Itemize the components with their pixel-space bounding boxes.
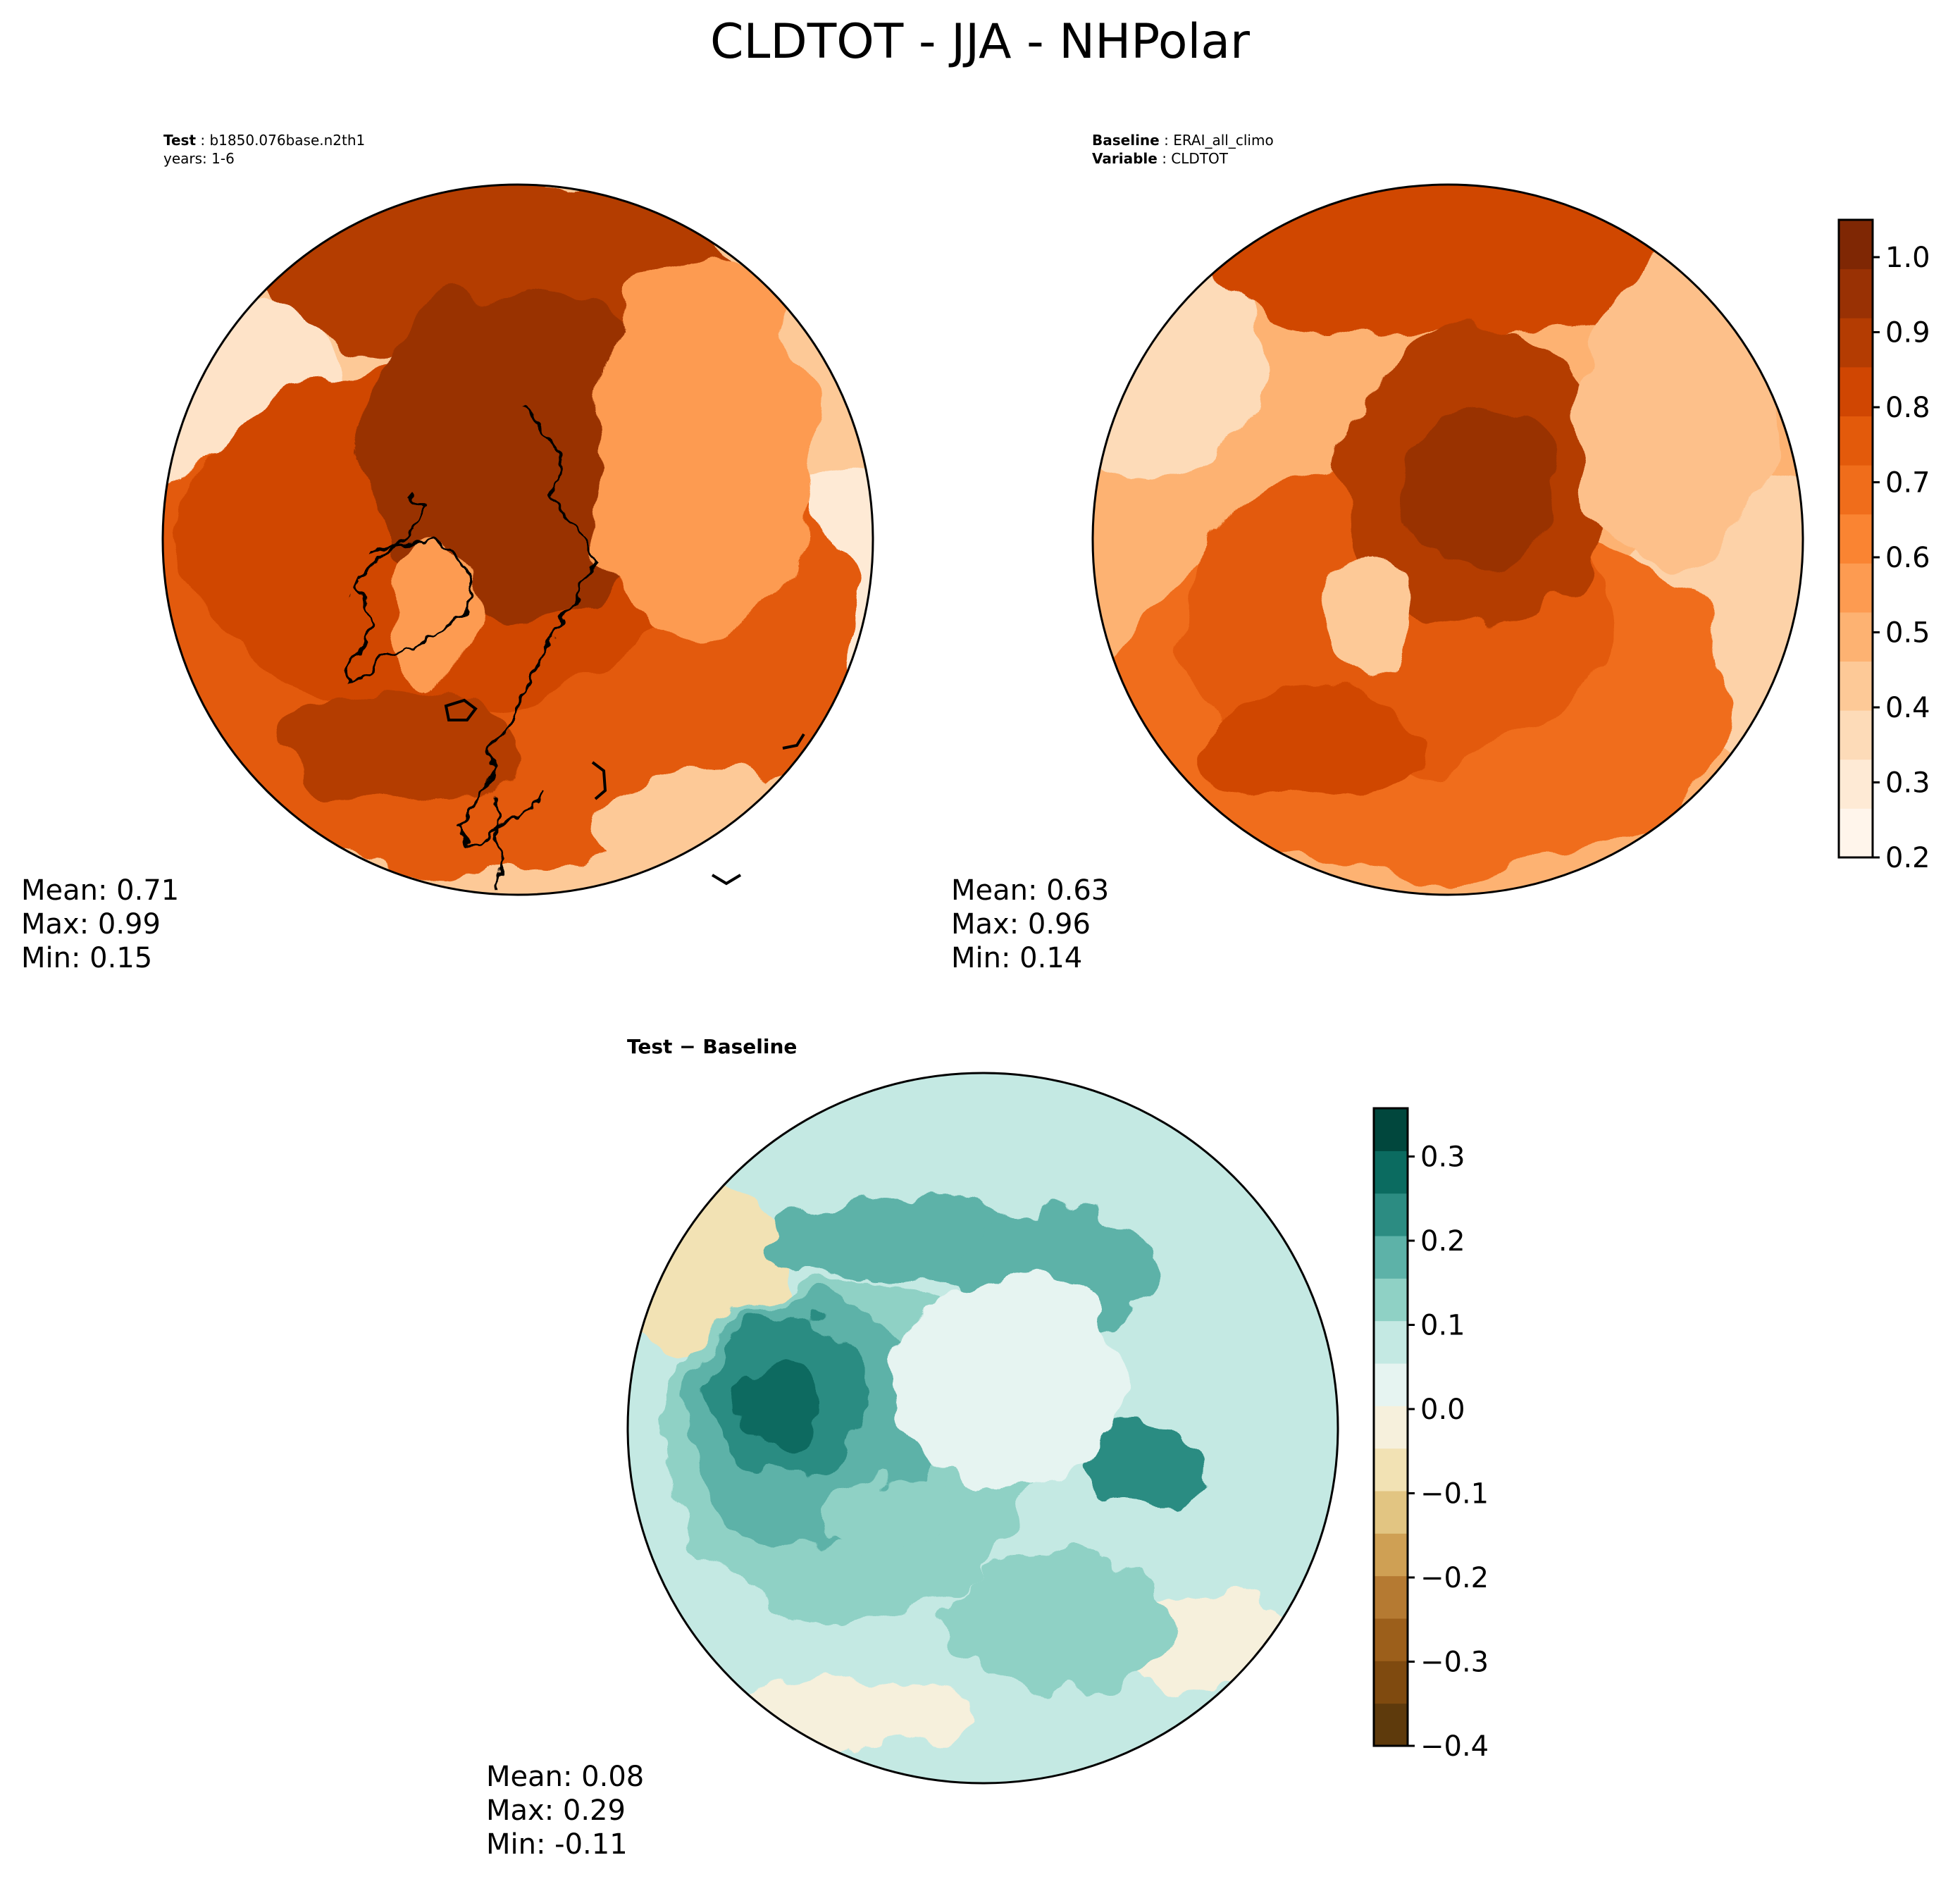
- diff-mean: Mean: 0.08: [486, 1761, 645, 1793]
- cloud-colorbar-tick-label: 0.6: [1885, 542, 1930, 574]
- cloud-colorbar-tick-label: 0.5: [1885, 617, 1930, 650]
- diff-colorbar-tick-label: −0.2: [1420, 1562, 1489, 1594]
- diff-colorbar-tick-label: −0.3: [1420, 1647, 1489, 1679]
- diff-colorbar-swatch: [1374, 1406, 1408, 1449]
- cloud-colorbar-tick-label: 0.8: [1885, 392, 1930, 424]
- cloud-colorbar-swatch: [1839, 759, 1873, 809]
- cloud-colorbar-swatch: [1839, 514, 1873, 564]
- cloud-colorbar-swatch: [1839, 465, 1873, 515]
- diff-colorbar-swatch: [1374, 1491, 1408, 1534]
- diff-colorbar-swatch: [1374, 1320, 1408, 1364]
- cloud-colorbar-tick-label: 0.9: [1885, 317, 1930, 349]
- variable-header-value: CLDTOT: [1171, 150, 1228, 167]
- cloud-colorbar-swatch: [1839, 220, 1873, 270]
- cloud-colorbar-swatch: [1839, 612, 1873, 662]
- cloud-colorbar-tick-label: 0.4: [1885, 692, 1930, 724]
- cloud-colorbar-swatch: [1839, 710, 1873, 760]
- test-header-value: b1850.076base.n2th1: [209, 132, 366, 149]
- diff-colorbar-swatch: [1374, 1363, 1408, 1406]
- cloud-colorbar-tick-label: 0.7: [1885, 467, 1930, 500]
- cloud-colorbar-swatch: [1839, 318, 1873, 368]
- baseline-map-border: [1091, 183, 1804, 896]
- baseline-map: [1093, 185, 1803, 895]
- cloud-colorbar: 0.2 0.3 0.4 0.5 0.6 0.7 0.8 0.9 1.0: [1837, 218, 1930, 874]
- diff-colorbar-swatch: [1374, 1575, 1408, 1619]
- cloud-colorbar-tick-label: 0.3: [1885, 767, 1930, 800]
- cloud-colorbar-tick-label: 1.0: [1885, 242, 1930, 274]
- diff-colorbar-tick-label: 0.1: [1420, 1310, 1465, 1342]
- baseline-max: Max: 0.96: [951, 908, 1091, 941]
- test-min: Min: 0.15: [21, 942, 153, 974]
- baseline-stats: Mean: 0.63 Max: 0.96 Min: 0.14: [951, 874, 1109, 975]
- cloud-colorbar-frame: [1837, 218, 1874, 859]
- test-header: Test : b1850.076base.n2th1 years: 1-6: [163, 132, 366, 167]
- test-header-years: years: 1-6: [163, 150, 235, 167]
- baseline-header: Baseline : ERAI_all_climo Variable : CLD…: [1092, 132, 1274, 167]
- diff-colorbar-tick-label: 0.2: [1420, 1225, 1465, 1258]
- cloud-colorbar-swatch: [1839, 808, 1873, 858]
- cloud-colorbar-tick-label: 0.2: [1885, 842, 1930, 874]
- diff-max: Max: 0.29: [486, 1794, 626, 1827]
- diff-colorbar-tick-label: −0.1: [1420, 1478, 1489, 1511]
- cloud-colorbar-swatch: [1839, 416, 1873, 466]
- diff-colorbar: −0.4 −0.3 −0.2 −0.1 0.0 0.1 0.2 0.3: [1372, 1107, 1489, 1763]
- cloud-colorbar-swatch: [1839, 563, 1873, 613]
- diff-colorbar-tick-label: 0.0: [1420, 1394, 1465, 1426]
- test-map: [163, 185, 873, 895]
- diff-colorbar-swatch: [1374, 1278, 1408, 1322]
- diff-colorbar-tick-label: −0.4: [1420, 1730, 1489, 1763]
- diff-colorbar-tick-label: 0.3: [1420, 1141, 1465, 1174]
- baseline-mean: Mean: 0.63: [951, 874, 1110, 907]
- diff-colorbar-swatch: [1374, 1236, 1408, 1279]
- cloud-colorbar-swatch: [1839, 366, 1873, 416]
- baseline-header-label: Baseline: [1092, 132, 1160, 149]
- test-header-label: Test: [163, 132, 197, 149]
- diff-colorbar-swatch: [1374, 1108, 1408, 1151]
- figure-title: CLDTOT - JJA - NHPolar: [710, 14, 1250, 70]
- test-stats: Mean: 0.71 Max: 0.99 Min: 0.15: [21, 874, 179, 975]
- diff-colorbar-swatch: [1374, 1618, 1408, 1661]
- test-max: Max: 0.99: [21, 908, 161, 941]
- diff-stats: Mean: 0.08 Max: 0.29 Min: -0.11: [486, 1760, 644, 1861]
- test-map-border: [161, 183, 874, 896]
- baseline-min: Min: 0.14: [951, 942, 1083, 974]
- diff-colorbar-swatch: [1374, 1533, 1408, 1577]
- diff-colorbar-swatch: [1374, 1151, 1408, 1194]
- cloud-colorbar-swatch: [1839, 661, 1873, 711]
- cloud-colorbar-swatch: [1839, 268, 1873, 318]
- baseline-header-value: ERAI_all_climo: [1173, 132, 1274, 149]
- diff-colorbar-swatch: [1374, 1193, 1408, 1236]
- test-mean: Mean: 0.71: [21, 874, 180, 907]
- diff-colorbar-swatch: [1374, 1448, 1408, 1492]
- diff-map: [628, 1073, 1338, 1783]
- diff-colorbar-swatch: [1374, 1703, 1408, 1747]
- diff-min: Min: -0.11: [486, 1828, 628, 1861]
- diff-colorbar-swatch: [1374, 1661, 1408, 1704]
- diff-map-border: [626, 1072, 1339, 1785]
- variable-header-label: Variable: [1092, 150, 1158, 167]
- diff-colorbar-frame: [1372, 1107, 1409, 1747]
- diff-subtitle: Test − Baseline: [627, 1035, 798, 1058]
